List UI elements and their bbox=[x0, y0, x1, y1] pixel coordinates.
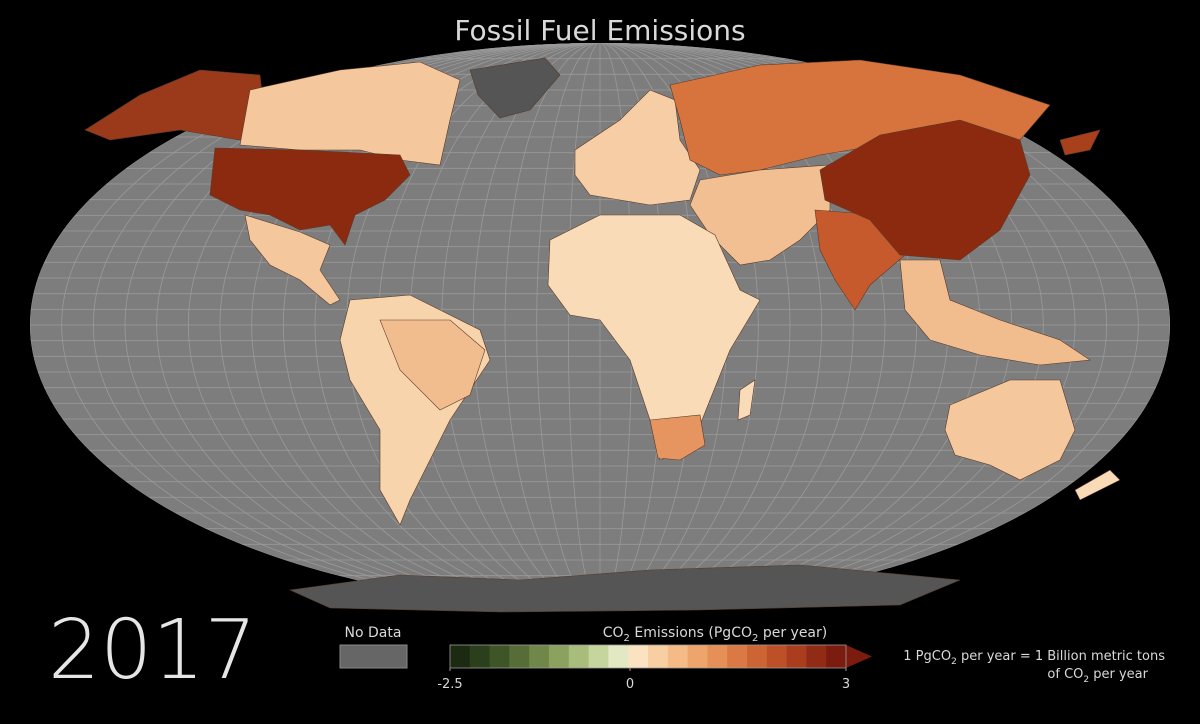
colorbar-frame bbox=[449, 644, 847, 669]
colorbar-step bbox=[469, 645, 491, 668]
colorbar-step bbox=[549, 645, 570, 668]
mexico bbox=[244, 214, 341, 306]
colorbar-title: CO2 Emissions (PgCO2 per year) bbox=[603, 625, 827, 644]
canada bbox=[239, 61, 461, 166]
title-part: per year) bbox=[758, 625, 827, 641]
title-subscript: 2 bbox=[624, 633, 630, 644]
colorbar-step bbox=[687, 645, 708, 668]
antarctica bbox=[288, 564, 961, 613]
colorbar-step bbox=[727, 645, 748, 668]
colorbar: -2.5 0 3 bbox=[437, 644, 872, 692]
colorbar-step bbox=[747, 645, 768, 668]
note-subscript: 2 bbox=[1083, 675, 1089, 685]
southeast-asia bbox=[899, 259, 1091, 366]
middle-east bbox=[689, 164, 831, 266]
south-africa bbox=[649, 414, 706, 461]
colorbar-tick-label: 3 bbox=[842, 677, 850, 692]
colorbar-step bbox=[648, 645, 669, 668]
colorbar-step bbox=[509, 645, 530, 668]
colorbar-step bbox=[568, 645, 590, 668]
no-data-label: No Data bbox=[345, 625, 402, 641]
colorbar-step bbox=[450, 645, 471, 668]
colorbar-step bbox=[667, 645, 689, 668]
year: 2017 bbox=[48, 603, 257, 698]
europe bbox=[574, 89, 701, 206]
madagascar bbox=[737, 379, 756, 421]
title-part: Emissions (PgCO bbox=[630, 625, 752, 641]
colorbar-tick-label: -2.5 bbox=[437, 677, 462, 692]
note-subscript: 2 bbox=[951, 657, 957, 667]
colorbar-step bbox=[529, 645, 550, 668]
title: Fossil Fuel Emissions bbox=[454, 14, 745, 47]
colorbar-step bbox=[826, 645, 847, 668]
title-part: CO bbox=[603, 625, 624, 641]
colorbar-step bbox=[628, 645, 649, 668]
brazil bbox=[379, 319, 486, 411]
note-part: per year bbox=[1089, 667, 1149, 682]
colorbar-arrow bbox=[846, 645, 872, 668]
note-part: per year = 1 Billion metric tons bbox=[957, 649, 1165, 664]
title-subscript: 2 bbox=[752, 633, 758, 644]
new-zealand bbox=[1074, 469, 1121, 501]
greenland bbox=[469, 57, 561, 119]
colorbar-step bbox=[766, 645, 788, 668]
colorbar-step bbox=[806, 645, 827, 668]
colorbar-tick-label: 0 bbox=[626, 677, 634, 692]
japan bbox=[1059, 129, 1101, 156]
usa bbox=[209, 147, 411, 246]
note-line-2: of CO2 per year bbox=[1047, 667, 1148, 685]
note-part: 1 PgCO bbox=[903, 649, 951, 664]
no-data-swatch bbox=[339, 644, 408, 669]
china bbox=[819, 119, 1031, 261]
alaska bbox=[84, 69, 266, 141]
note-part: of CO bbox=[1047, 667, 1083, 682]
colorbar-step bbox=[707, 645, 728, 668]
colorbar-step bbox=[588, 645, 609, 668]
note-line-1: 1 PgCO2 per year = 1 Billion metric tons bbox=[903, 649, 1165, 667]
australia bbox=[944, 379, 1076, 481]
colorbar-step bbox=[786, 645, 807, 668]
colorbar-step bbox=[489, 645, 510, 668]
colorbar-step bbox=[608, 645, 629, 668]
land bbox=[84, 57, 1121, 613]
